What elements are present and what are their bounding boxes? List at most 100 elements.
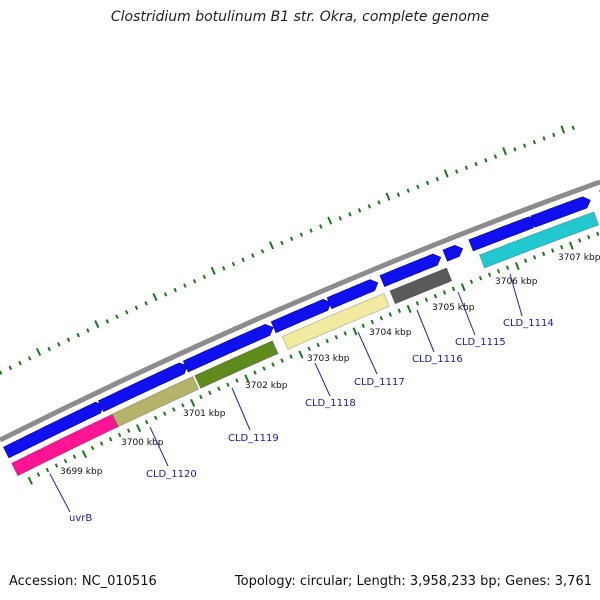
gene-bar-cld-1119 [194, 340, 279, 389]
outer-tick [222, 266, 226, 271]
inner-tick [514, 261, 520, 271]
inner-tick [126, 428, 131, 433]
inner-tick [235, 378, 239, 383]
label-leader-line [149, 426, 169, 467]
outer-tick [406, 188, 410, 193]
inner-tick [54, 463, 59, 468]
inner-tick [99, 441, 104, 446]
inner-tick [532, 255, 537, 260]
inner-tick [108, 437, 113, 442]
outer-tick [18, 360, 22, 366]
inner-tick [587, 234, 591, 240]
inner-tick [208, 390, 212, 396]
kbp-label: 3705 kbp [432, 303, 475, 313]
outer-tick [280, 240, 284, 246]
outer-tick [192, 279, 197, 284]
outer-tick [115, 314, 119, 320]
cds-arrow [379, 253, 442, 287]
inner-tick [361, 323, 365, 329]
inner-tick [271, 362, 275, 367]
outer-tick [493, 154, 498, 159]
inner-tick [560, 244, 564, 250]
label-leader-line [457, 291, 476, 336]
inner-tick [289, 354, 293, 359]
inner-tick [144, 419, 149, 425]
kbp-label: 3707 kbp [558, 253, 600, 263]
gene-label-cld-1120: CLD_1120 [146, 469, 197, 480]
gene-label-cld-1115: CLD_1115 [455, 337, 506, 348]
gene-bar-cld-1118 [281, 292, 390, 350]
inner-tick [135, 424, 142, 433]
inner-tick [90, 445, 95, 451]
inner-tick [45, 467, 50, 473]
outer-tick [289, 236, 294, 242]
outer-tick [385, 192, 391, 201]
outer-tick [210, 266, 216, 275]
cds-arrow [270, 298, 332, 334]
outer-tick [552, 132, 556, 138]
outer-tick [502, 147, 507, 156]
inner-tick [352, 327, 358, 336]
inner-tick [596, 231, 600, 237]
outer-tick [455, 169, 459, 174]
outer-tick [484, 158, 488, 163]
inner-tick [307, 346, 311, 352]
outer-tick [66, 337, 71, 342]
outer-tick [474, 161, 478, 167]
outer-tick [377, 200, 381, 205]
inner-tick [72, 454, 77, 459]
outer-tick [47, 346, 51, 352]
gene-bar-cld-1114 [478, 211, 600, 269]
genome-summary: Topology: circular; Length: 3,958,233 bp… [234, 574, 592, 589]
inner-tick [217, 386, 221, 392]
inner-tick [172, 407, 176, 412]
outer-tick [367, 204, 371, 209]
outer-tick [251, 253, 255, 258]
gene-bar-cld-1120 [111, 375, 200, 428]
outer-tick [8, 365, 13, 371]
inner-tick [280, 358, 284, 363]
outer-tick [532, 139, 536, 145]
gene-label-uvrB: uvrB [69, 513, 92, 524]
inner-tick [343, 331, 347, 336]
inner-tick [442, 290, 447, 295]
gene-label-cld-1117: CLD_1117 [354, 377, 405, 388]
inner-tick [316, 342, 320, 348]
label-leader-line [49, 473, 71, 513]
inner-tick [36, 472, 41, 477]
label-leader-line [509, 273, 523, 317]
outer-tick [348, 212, 352, 217]
inner-tick [415, 301, 420, 306]
inner-tick [478, 275, 483, 281]
inner-tick [190, 398, 196, 408]
outer-tick [416, 184, 420, 190]
outer-tick [105, 319, 110, 324]
label-leader-line [231, 387, 251, 431]
outer-tick [124, 310, 129, 315]
outer-tick [523, 143, 527, 148]
inner-tick [406, 304, 412, 314]
label-leader-line [416, 309, 435, 353]
outer-tick [57, 342, 61, 347]
outer-tick [94, 320, 100, 329]
outer-tick [319, 224, 323, 229]
kbp-label: 3699 kbp [60, 467, 103, 477]
inner-tick [244, 374, 250, 383]
inner-tick [397, 308, 402, 314]
kbp-label: 3703 kbp [307, 354, 350, 364]
inner-tick [27, 476, 33, 485]
inner-tick [199, 394, 203, 400]
kbp-labels: 3699 kbp 3700 kbp 3701 kbp 3702 kbp 3703… [60, 253, 600, 477]
outer-tick [571, 125, 575, 131]
outer-tick [202, 274, 207, 280]
outer-tick [163, 292, 168, 297]
inner-tick [379, 316, 384, 321]
label-leader-line [357, 331, 378, 375]
inner-tick [334, 334, 338, 340]
gene-label-lines [49, 273, 523, 513]
inner-tick [469, 279, 474, 284]
cds-track [3, 190, 600, 459]
inner-tick [262, 366, 266, 371]
cds-arrow [182, 323, 274, 373]
cds-arrow [326, 279, 379, 310]
